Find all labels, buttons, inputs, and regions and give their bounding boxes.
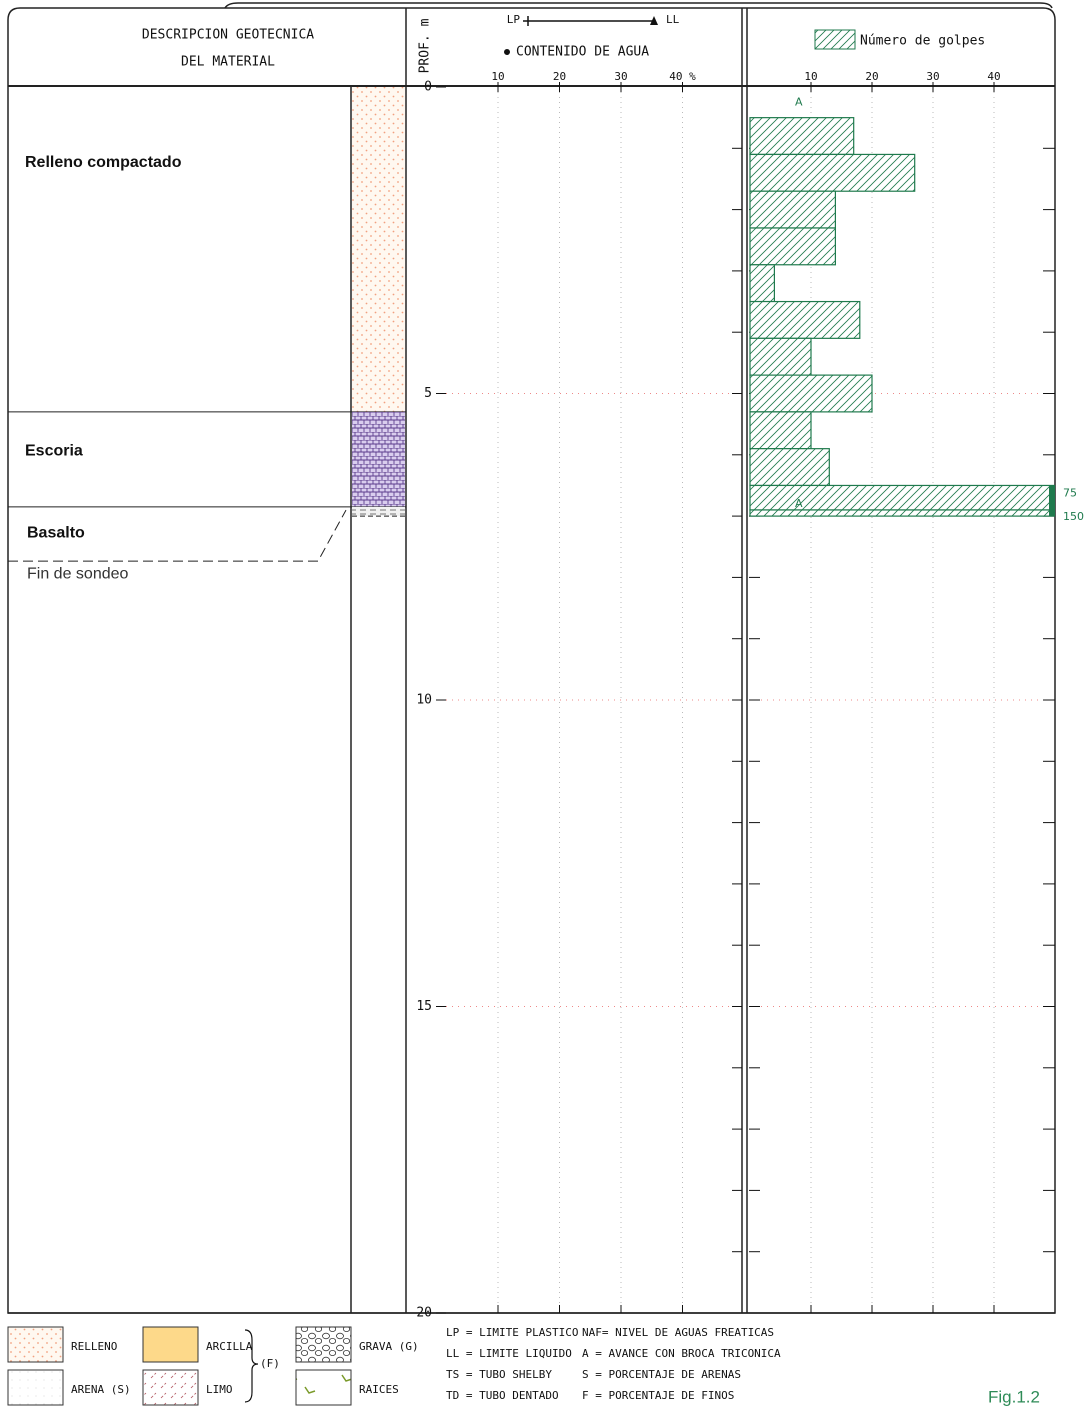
note: TD = TUBO DENTADO <box>446 1389 559 1402</box>
value-label: 75 <box>1063 487 1077 500</box>
note: TS = TUBO SHELBY <box>446 1368 552 1381</box>
outer-frame <box>7 7 1056 1314</box>
lp-label: LP <box>507 13 521 26</box>
legend-swatch <box>7 1326 64 1363</box>
end-leader <box>8 509 347 562</box>
bar-overflow-cap <box>1049 509 1055 517</box>
fines-label: (F) <box>260 1357 280 1370</box>
legend-label: GRAVA (G) <box>359 1340 419 1353</box>
bar <box>749 374 873 413</box>
frame-top-edge <box>224 2 1053 9</box>
bar <box>749 509 1055 517</box>
legend-swatch <box>814 29 856 50</box>
bar <box>749 411 812 450</box>
legend-label: RELLENO <box>71 1340 117 1353</box>
legend-swatch <box>295 1369 352 1406</box>
ll-symbol <box>650 16 658 25</box>
x-tick-label: 40 <box>987 70 1000 83</box>
legend-label: LIMO <box>206 1383 233 1396</box>
bar <box>749 337 812 376</box>
lithology-fill <box>352 506 405 517</box>
lithology-fill <box>352 411 405 507</box>
x-tick-label: 10 <box>804 70 817 83</box>
note: F = PORCENTAJE DE FINOS <box>582 1389 734 1402</box>
bar <box>749 227 837 266</box>
legend-label: ARENA (S) <box>71 1383 131 1396</box>
bar <box>749 153 916 192</box>
bar <box>749 190 837 229</box>
y-tick-label: 10 <box>416 693 432 708</box>
legend-swatch <box>7 1369 64 1406</box>
legend-swatch <box>142 1326 199 1363</box>
water-symbol <box>504 49 510 55</box>
bar <box>749 300 861 339</box>
annotation: A <box>795 95 803 108</box>
bar <box>749 264 775 303</box>
bar-overflow-cap <box>1049 485 1055 510</box>
x-tick-label: 40 % <box>669 70 696 83</box>
depth-axis-title: PROF. m <box>418 18 433 73</box>
legend-swatch <box>142 1369 199 1406</box>
y-tick-label: 20 <box>416 1306 432 1321</box>
y-tick-label: 0 <box>424 80 432 95</box>
lp-ll-symbol <box>523 16 653 26</box>
legend-swatch <box>295 1326 352 1363</box>
annotation: A <box>795 497 803 510</box>
x-tick-label: 20 <box>553 70 566 83</box>
water-content-label: CONTENIDO DE AGUA <box>516 45 649 60</box>
value-label: 150 <box>1063 510 1084 523</box>
legend-label: Número de golpes <box>860 34 985 49</box>
bar <box>749 117 855 156</box>
x-tick-label: 10 <box>491 70 504 83</box>
lithology-fill <box>352 87 405 412</box>
figure-label: Fig.1.2 <box>988 1387 1040 1406</box>
x-tick-label: 20 <box>865 70 878 83</box>
layer-label: Relleno compactado <box>25 154 182 171</box>
note: LP = LIMITE PLASTICO <box>446 1326 578 1339</box>
fines-brace <box>244 1329 259 1403</box>
note: A = AVANCE CON BROCA TRICONICA <box>582 1347 781 1360</box>
bar <box>749 448 830 487</box>
x-tick-label: 30 <box>926 70 939 83</box>
note: NAF= NIVEL DE AGUAS FREATICAS <box>582 1326 774 1339</box>
y-tick-label: 5 <box>424 386 432 401</box>
layer-label: Basalto <box>27 524 85 541</box>
legend-label: ARCILLA <box>206 1340 253 1353</box>
y-tick-label: 15 <box>416 999 432 1014</box>
layer-label: Escoria <box>25 443 83 460</box>
note: LL = LIMITE LIQUIDO <box>446 1347 572 1360</box>
x-tick-label: 30 <box>614 70 627 83</box>
legend-label: RAICES <box>359 1383 399 1396</box>
header-title: DEL MATERIAL <box>181 55 275 70</box>
end-label: Fin de sondeo <box>27 565 129 582</box>
ll-label: LL <box>666 13 680 26</box>
bar-group <box>749 117 1055 517</box>
header-title: DESCRIPCION GEOTECNICA <box>142 28 314 43</box>
note: S = PORCENTAJE DE ARENAS <box>582 1368 741 1381</box>
